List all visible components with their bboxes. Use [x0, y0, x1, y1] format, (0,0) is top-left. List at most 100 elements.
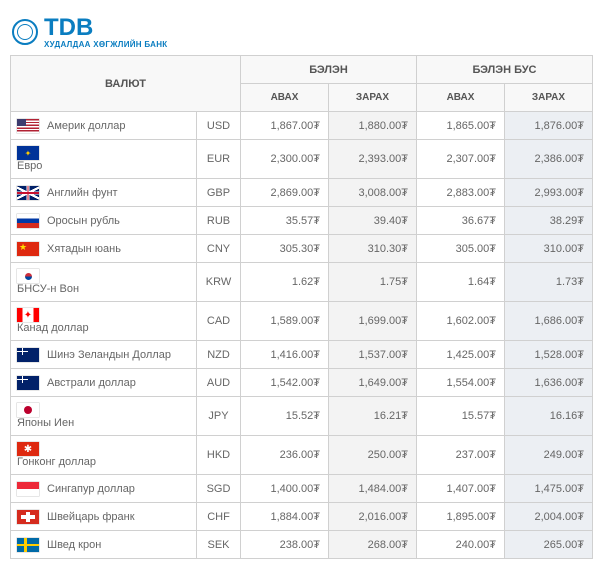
header-noncash-sell: ЗАРАХ	[505, 84, 593, 112]
noncash-buy: 2,307.00₮	[417, 140, 505, 179]
cash-buy: 2,300.00₮	[241, 140, 329, 179]
currency-code: KRW	[197, 263, 241, 302]
cash-sell: 250.00₮	[329, 436, 417, 475]
currency-code: SEK	[197, 531, 241, 559]
table-row: ✦ЕвроEUR2,300.00₮2,393.00₮2,307.00₮2,386…	[11, 140, 593, 179]
cash-buy: 1,400.00₮	[241, 475, 329, 503]
noncash-sell: 2,993.00₮	[505, 179, 593, 207]
noncash-sell: 249.00₮	[505, 436, 593, 475]
currency-label: Английн фунт	[47, 187, 118, 199]
currency-name-cell: Швед крон	[11, 531, 197, 559]
table-row: БНСУ-н Вон KRW1.62₮1.75₮1.64₮1.73₮	[11, 263, 593, 302]
currency-code: GBP	[197, 179, 241, 207]
currency-label: Оросын рубль	[47, 215, 120, 227]
table-row: Японы ИенJPY15.52₮16.21₮15.57₮16.16₮	[11, 397, 593, 436]
currency-code: AUD	[197, 369, 241, 397]
table-row: Шинэ Зеландын ДолларNZD1,416.00₮1,537.00…	[11, 341, 593, 369]
cash-sell: 16.21₮	[329, 397, 417, 436]
currency-code: NZD	[197, 341, 241, 369]
cash-sell: 1,537.00₮	[329, 341, 417, 369]
noncash-sell: 1.73₮	[505, 263, 593, 302]
currency-name-cell: Хятадын юань	[11, 235, 197, 263]
noncash-buy: 2,883.00₮	[417, 179, 505, 207]
header-noncash-buy: АВАХ	[417, 84, 505, 112]
flag-icon	[17, 214, 39, 228]
currency-label: Швейцарь франк	[47, 511, 135, 523]
noncash-buy: 1,602.00₮	[417, 302, 505, 341]
cash-sell: 2,393.00₮	[329, 140, 417, 179]
header-cash-buy: АВАХ	[241, 84, 329, 112]
cash-buy: 1.62₮	[241, 263, 329, 302]
cash-buy: 1,589.00₮	[241, 302, 329, 341]
noncash-buy: 1,407.00₮	[417, 475, 505, 503]
currency-label: Хятадын юань	[47, 243, 121, 255]
logo-icon	[12, 19, 38, 45]
currency-code: USD	[197, 112, 241, 140]
currency-code: RUB	[197, 207, 241, 235]
logo-text: TDB	[44, 14, 168, 42]
noncash-buy: 1,865.00₮	[417, 112, 505, 140]
table-row: Хятадын юаньCNY305.30₮310.30₮305.00₮310.…	[11, 235, 593, 263]
noncash-sell: 1,475.00₮	[505, 475, 593, 503]
currency-label: Швед крон	[47, 539, 101, 551]
cash-sell: 2,016.00₮	[329, 503, 417, 531]
cash-buy: 1,542.00₮	[241, 369, 329, 397]
header-currency: ВАЛЮТ	[11, 56, 241, 112]
bank-logo: TDB ХУДАЛДАА ХӨГЖЛИЙН БАНК	[10, 10, 592, 55]
currency-label: БНСУ-н Вон	[17, 283, 79, 295]
noncash-buy: 1,425.00₮	[417, 341, 505, 369]
cash-sell: 1.75₮	[329, 263, 417, 302]
noncash-sell: 38.29₮	[505, 207, 593, 235]
header-cash: БЭЛЭН	[241, 56, 417, 84]
cash-sell: 1,699.00₮	[329, 302, 417, 341]
currency-label: Японы Иен	[17, 417, 74, 429]
currency-name-cell: ✦Евро	[11, 140, 197, 179]
cash-buy: 15.52₮	[241, 397, 329, 436]
currency-name-cell: Английн фунт	[11, 179, 197, 207]
logo-subtitle: ХУДАЛДАА ХӨГЖЛИЙН БАНК	[44, 40, 168, 49]
noncash-buy: 1,554.00₮	[417, 369, 505, 397]
cash-buy: 305.30₮	[241, 235, 329, 263]
table-row: Сингапур долларSGD1,400.00₮1,484.00₮1,40…	[11, 475, 593, 503]
cash-buy: 1,867.00₮	[241, 112, 329, 140]
flag-icon	[17, 376, 39, 390]
cash-sell: 1,484.00₮	[329, 475, 417, 503]
noncash-buy: 1,895.00₮	[417, 503, 505, 531]
flag-icon	[17, 269, 39, 283]
noncash-sell: 1,686.00₮	[505, 302, 593, 341]
noncash-buy: 1.64₮	[417, 263, 505, 302]
table-row: ✦Канад долларCAD1,589.00₮1,699.00₮1,602.…	[11, 302, 593, 341]
cash-buy: 35.57₮	[241, 207, 329, 235]
header-noncash: БЭЛЭН БУС	[417, 56, 593, 84]
noncash-sell: 1,528.00₮	[505, 341, 593, 369]
noncash-buy: 237.00₮	[417, 436, 505, 475]
currency-code: CHF	[197, 503, 241, 531]
noncash-sell: 265.00₮	[505, 531, 593, 559]
table-row: Швед кронSEK238.00₮268.00₮240.00₮265.00₮	[11, 531, 593, 559]
currency-name-cell: БНСУ-н Вон	[11, 263, 197, 302]
table-row: Швейцарь франкCHF1,884.00₮2,016.00₮1,895…	[11, 503, 593, 531]
noncash-sell: 2,386.00₮	[505, 140, 593, 179]
noncash-buy: 36.67₮	[417, 207, 505, 235]
currency-label: Шинэ Зеландын Доллар	[47, 349, 171, 361]
table-row: Австрали доллар AUD1,542.00₮1,649.00₮1,55…	[11, 369, 593, 397]
currency-label: Австрали доллар	[47, 377, 136, 389]
noncash-buy: 15.57₮	[417, 397, 505, 436]
currency-code: HKD	[197, 436, 241, 475]
currency-label: Гонконг доллар	[17, 456, 96, 468]
noncash-sell: 1,636.00₮	[505, 369, 593, 397]
exchange-rate-table: ВАЛЮТ БЭЛЭН БЭЛЭН БУС АВАХ ЗАРАХ АВАХ ЗА…	[10, 55, 593, 559]
cash-sell: 1,880.00₮	[329, 112, 417, 140]
currency-name-cell: Сингапур доллар	[11, 475, 197, 503]
cash-sell: 268.00₮	[329, 531, 417, 559]
flag-icon	[17, 510, 39, 524]
cash-buy: 2,869.00₮	[241, 179, 329, 207]
currency-name-cell: Австрали доллар	[11, 369, 197, 397]
currency-code: JPY	[197, 397, 241, 436]
currency-code: EUR	[197, 140, 241, 179]
flag-icon	[17, 482, 39, 496]
currency-name-cell: Шинэ Зеландын Доллар	[11, 341, 197, 369]
noncash-sell: 1,876.00₮	[505, 112, 593, 140]
cash-sell: 1,649.00₮	[329, 369, 417, 397]
currency-label: Сингапур доллар	[47, 483, 135, 495]
